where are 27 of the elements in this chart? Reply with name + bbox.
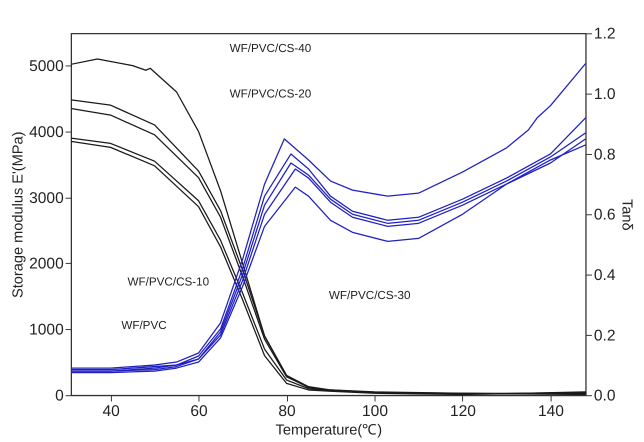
x-tick-label: 40 xyxy=(102,403,120,420)
y-tick-label: 3000 xyxy=(29,190,64,207)
y2-tick-label: 0.0 xyxy=(594,388,616,405)
annotation: WF/PVC/CS-20 xyxy=(230,88,312,101)
y-tick-label: 2000 xyxy=(29,256,64,273)
y-tick-label: 0 xyxy=(55,388,64,405)
y-tick-label: 5000 xyxy=(29,58,64,75)
y-tick-label: 1000 xyxy=(29,322,64,339)
annotation: WF/PVC/CS-30 xyxy=(328,288,411,302)
annotation: WF/PVC/CS-10 xyxy=(127,275,210,288)
x-tick-label: 120 xyxy=(450,403,476,420)
y2-tick-label: 1.0 xyxy=(594,86,616,103)
x-tick-label: 60 xyxy=(190,403,208,420)
y2-tick-label: 0.6 xyxy=(594,206,616,224)
y-tick-label: 4000 xyxy=(29,124,64,141)
y-axis-title: Storage modulus E'(MPa) xyxy=(10,132,26,298)
x-tick-label: 140 xyxy=(538,403,564,420)
annotation: WF/PVC xyxy=(121,319,167,332)
y2-axis-title: Tanδ xyxy=(618,198,634,231)
y2-tick-label: 0.2 xyxy=(594,327,616,344)
x-tick-label: 80 xyxy=(278,403,296,420)
y2-tick-label: 1.2 xyxy=(594,26,616,43)
x-axis-title: Temperature(℃) xyxy=(276,422,382,439)
y2-tick-label: 0.8 xyxy=(594,146,616,164)
x-tick-label: 100 xyxy=(362,403,388,420)
annotation: WF/PVC/CS-40 xyxy=(230,42,312,55)
y2-tick-label: 0.4 xyxy=(594,266,616,284)
